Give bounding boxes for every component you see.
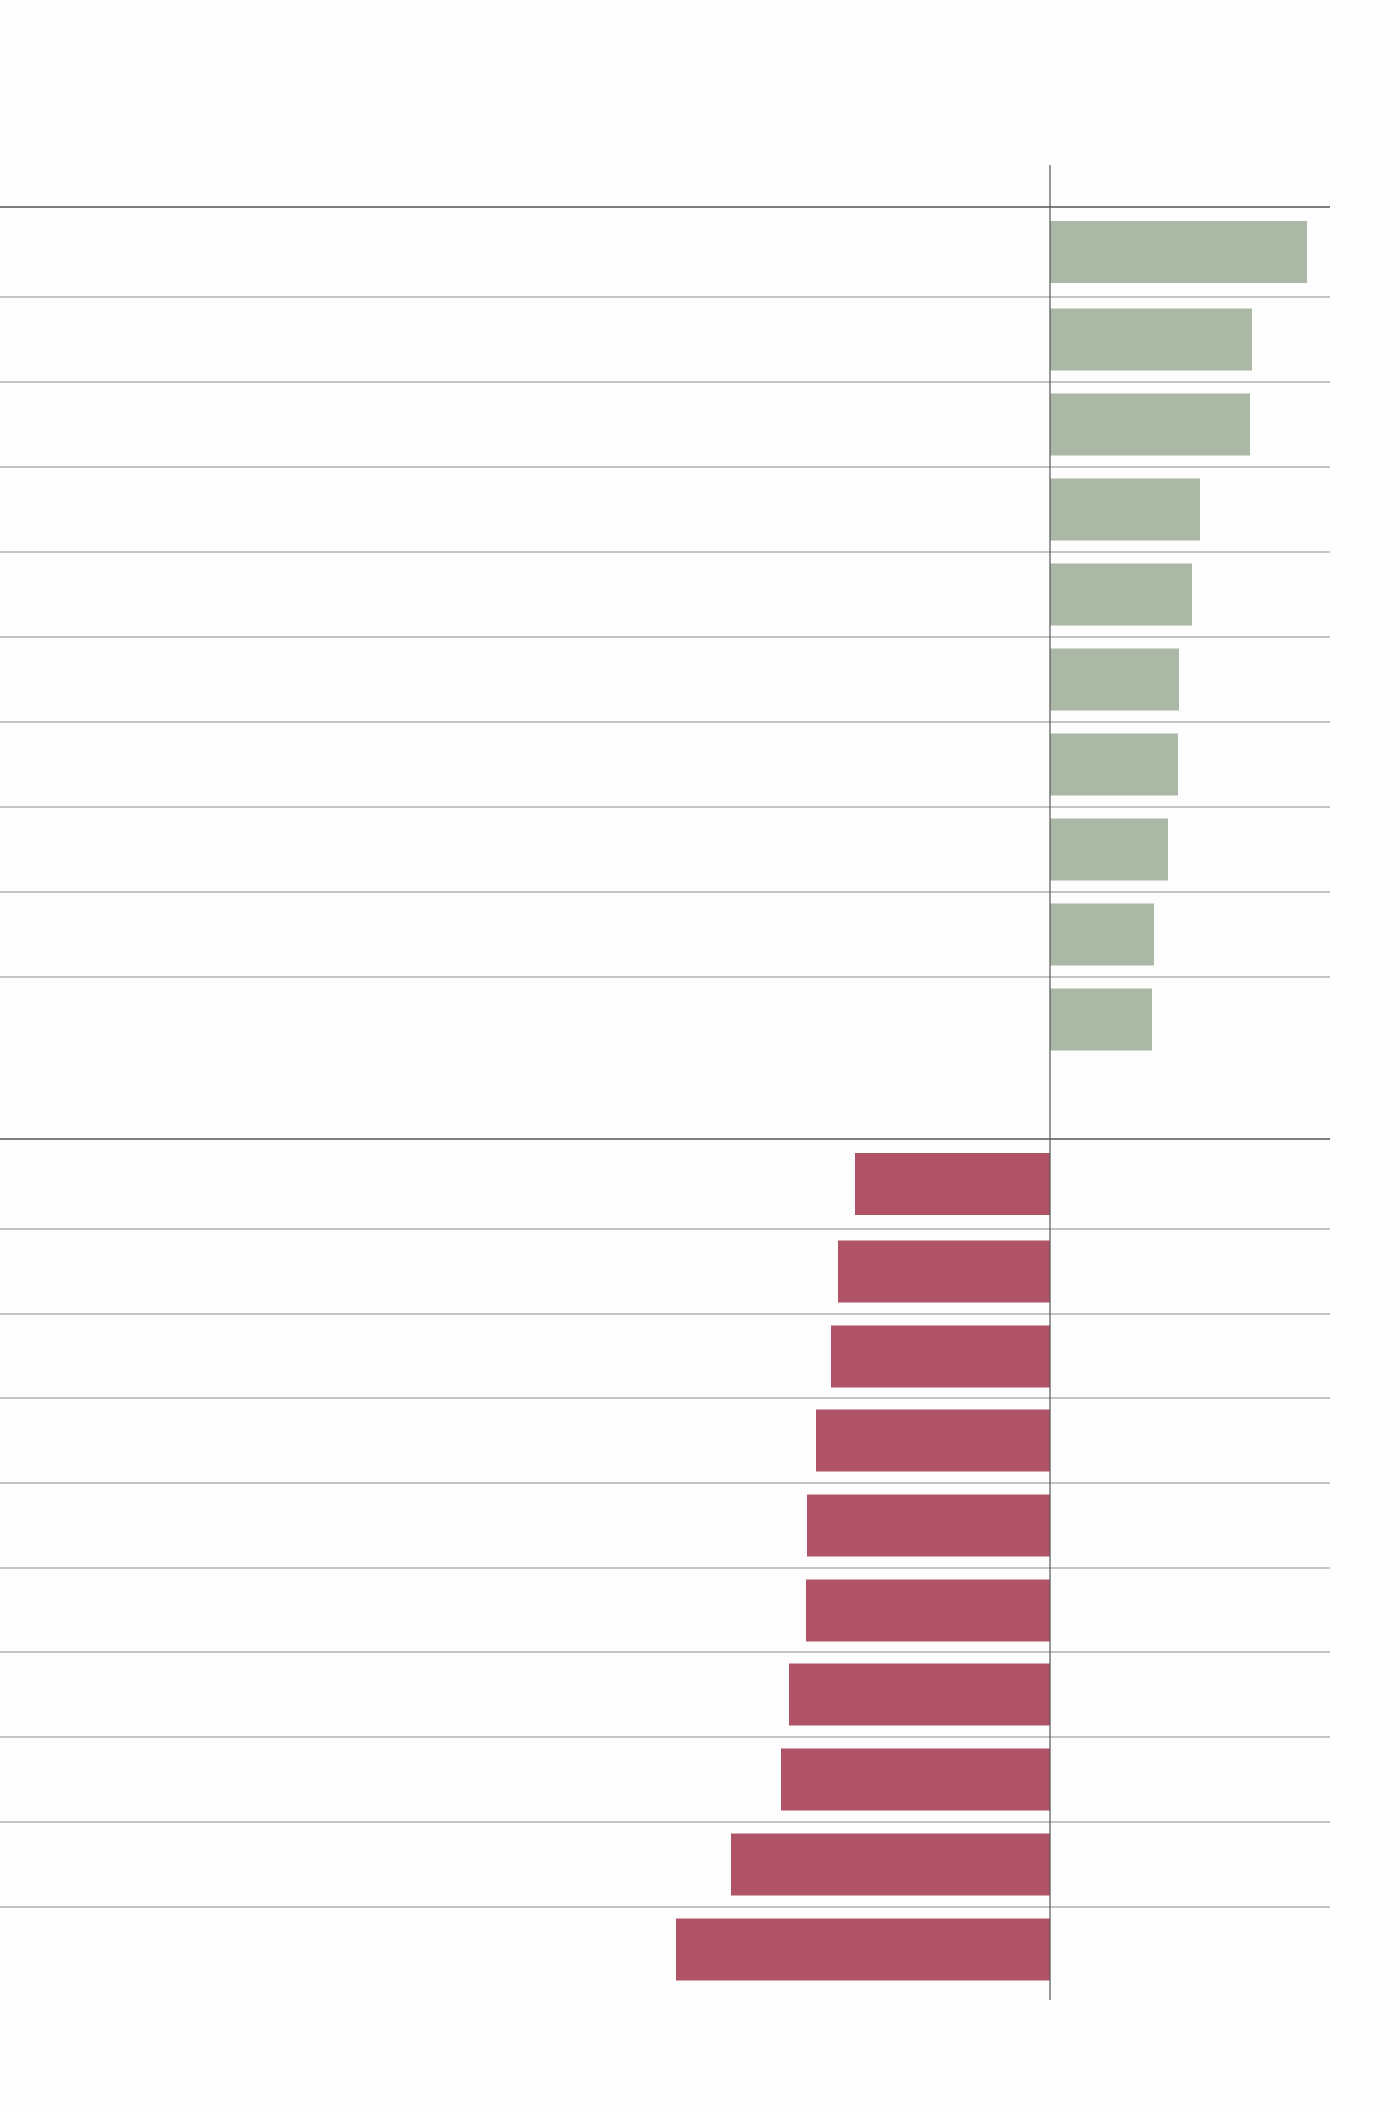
- bar-positive: [1050, 818, 1168, 881]
- bar-negative: [731, 1833, 1050, 1896]
- bar-positive: [1050, 308, 1252, 371]
- bar-negative: [831, 1325, 1050, 1388]
- bar-positive: [1050, 648, 1179, 711]
- bar-negative: [855, 1153, 1050, 1215]
- bar-positive: [1050, 393, 1250, 456]
- bar-positive: [1050, 733, 1178, 796]
- bar-negative: [838, 1240, 1050, 1303]
- bar-positive: [1050, 988, 1152, 1051]
- bar-negative: [789, 1663, 1050, 1726]
- bar-negative: [781, 1748, 1050, 1811]
- bar-negative: [807, 1494, 1050, 1557]
- bar-positive: [1050, 221, 1307, 283]
- bar-positive: [1050, 478, 1200, 541]
- bar-positive: [1050, 903, 1154, 966]
- bar-positive: [1050, 563, 1192, 626]
- bar-negative: [806, 1579, 1050, 1642]
- bar-negative: [816, 1409, 1050, 1472]
- bar-negative: [676, 1918, 1050, 1981]
